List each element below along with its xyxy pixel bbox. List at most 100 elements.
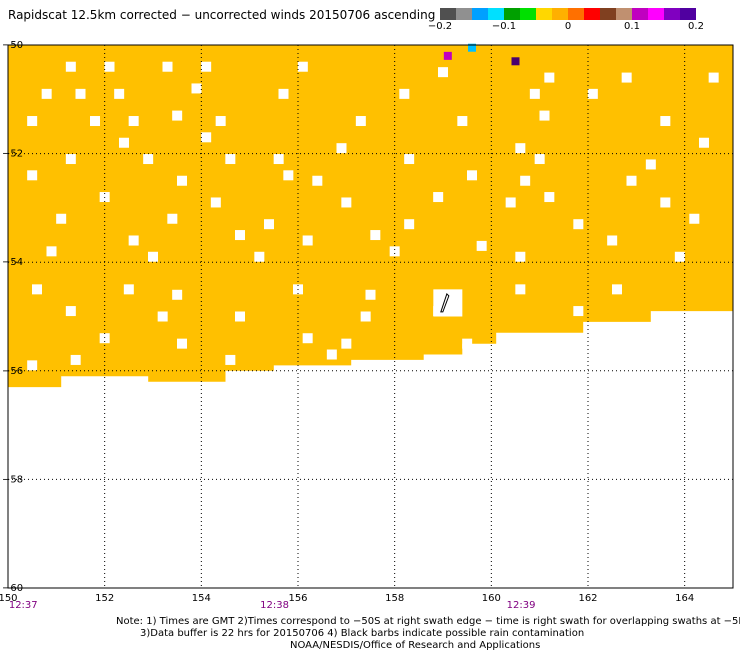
colorbar-swatch-10: [600, 8, 616, 20]
missing-cell: [645, 159, 656, 170]
missing-cell: [123, 284, 134, 295]
x-tick-label: 152: [95, 593, 114, 604]
missing-cell: [27, 360, 38, 371]
colorbar-swatch-12: [632, 8, 648, 20]
x-tick-label: 158: [385, 593, 404, 604]
missing-cell: [674, 251, 685, 262]
y-tick-label: −58: [2, 474, 23, 485]
missing-cell: [114, 88, 125, 99]
tick-labels: 150 152 154 156 158 160 162 164 −50 −52 −54 −56 −58 −…: [0, 40, 694, 604]
missing-cell: [172, 110, 183, 121]
x-tick-label: 164: [675, 593, 694, 604]
missing-cell: [302, 235, 313, 246]
missing-cell: [104, 61, 115, 72]
missing-cell: [225, 154, 236, 165]
missing-cell: [699, 137, 709, 148]
missing-cell: [210, 197, 221, 208]
x-tick-label: 160: [482, 593, 501, 604]
colorbar-label-2: 0: [564, 21, 572, 32]
colorbar-label-0: −0.2: [427, 21, 453, 32]
missing-cell: [336, 143, 347, 154]
colorbar-label-1: −0.1: [491, 21, 517, 32]
missing-cell: [607, 235, 618, 246]
missing-cell: [476, 240, 487, 251]
colorbar-label-3: 0.1: [624, 21, 640, 32]
colorbar-swatch-5: [520, 8, 536, 20]
missing-cell: [573, 306, 584, 317]
missing-cell: [99, 333, 110, 344]
colorbar-swatch-0: [440, 8, 456, 20]
missing-cell: [312, 175, 323, 186]
missing-cell: [404, 154, 415, 165]
missing-cell: [544, 72, 555, 83]
plot-border: [7, 44, 734, 589]
missing-cell: [573, 219, 584, 230]
missing-cell: [597, 327, 608, 338]
colored-cell: [468, 43, 476, 52]
missing-cell: [191, 83, 202, 94]
missing-cell: [544, 192, 555, 203]
missing-cell: [660, 116, 671, 127]
colorbar-swatch-1: [456, 8, 472, 20]
colored-cells: [443, 43, 520, 66]
missing-cell: [264, 219, 274, 230]
missing-cell: [457, 116, 468, 127]
missing-cell: [65, 61, 76, 72]
colored-cell: [443, 51, 452, 60]
missing-cell: [167, 213, 178, 224]
missing-cell: [65, 306, 76, 317]
missing-cell: [341, 197, 352, 208]
swath-area: [8, 45, 733, 388]
missing-cell: [365, 289, 376, 300]
note-line-1: Note: 1) Times are GMT 2)Times correspon…: [116, 616, 740, 627]
colored-cell: [511, 57, 520, 66]
missing-cell: [27, 170, 38, 181]
missing-cell: [143, 154, 154, 165]
missing-cell: [660, 311, 671, 322]
colorbar-swatch-14: [664, 8, 680, 20]
missing-cell: [341, 338, 352, 349]
colorbar-swatch-3: [488, 8, 504, 20]
missing-cell: [462, 338, 473, 349]
x-tick-label: 156: [288, 593, 307, 604]
colorbar-swatch-13: [648, 8, 664, 20]
missing-cell: [515, 143, 526, 154]
missing-cell: [128, 235, 139, 246]
missing-cell: [278, 88, 289, 99]
missing-cell: [70, 354, 81, 365]
x-tick-label: 154: [192, 593, 211, 604]
missing-cell: [65, 154, 76, 165]
plot-frame: [7, 44, 734, 589]
missing-cell: [162, 61, 173, 72]
colorbar-swatch-8: [568, 8, 584, 20]
missing-cell: [433, 192, 444, 203]
swath-fill: [8, 45, 733, 388]
missing-cell: [128, 116, 139, 127]
missing-cell: [660, 197, 671, 208]
rain-gap: [433, 289, 463, 317]
missing-cell: [157, 311, 168, 322]
missing-cell: [515, 251, 526, 262]
chart-title: Rapidscat 12.5km corrected − uncorrected…: [8, 8, 436, 22]
x-tick-label: 150: [0, 593, 18, 604]
missing-cell: [389, 246, 400, 257]
missing-cell: [273, 154, 284, 165]
missing-cell: [621, 72, 632, 83]
missing-cell: [689, 213, 700, 224]
missing-cell: [201, 132, 212, 143]
time-label: 12:38: [260, 600, 289, 611]
missing-cell: [90, 116, 100, 127]
missing-cell: [225, 354, 236, 365]
missing-cell: [302, 333, 313, 344]
missing-cell: [177, 175, 187, 186]
credit-line: NOAA/NESDIS/Office of Research and Appli…: [290, 640, 541, 651]
colorbar-swatch-4: [504, 8, 520, 20]
colorbar-label-4: 0.2: [688, 21, 704, 32]
missing-cell: [467, 170, 477, 181]
colorbar-swatch-7: [552, 8, 568, 20]
missing-cell: [529, 88, 540, 99]
missing-cell: [626, 175, 637, 186]
colorbar: [440, 8, 696, 20]
missing-cell: [587, 88, 598, 99]
